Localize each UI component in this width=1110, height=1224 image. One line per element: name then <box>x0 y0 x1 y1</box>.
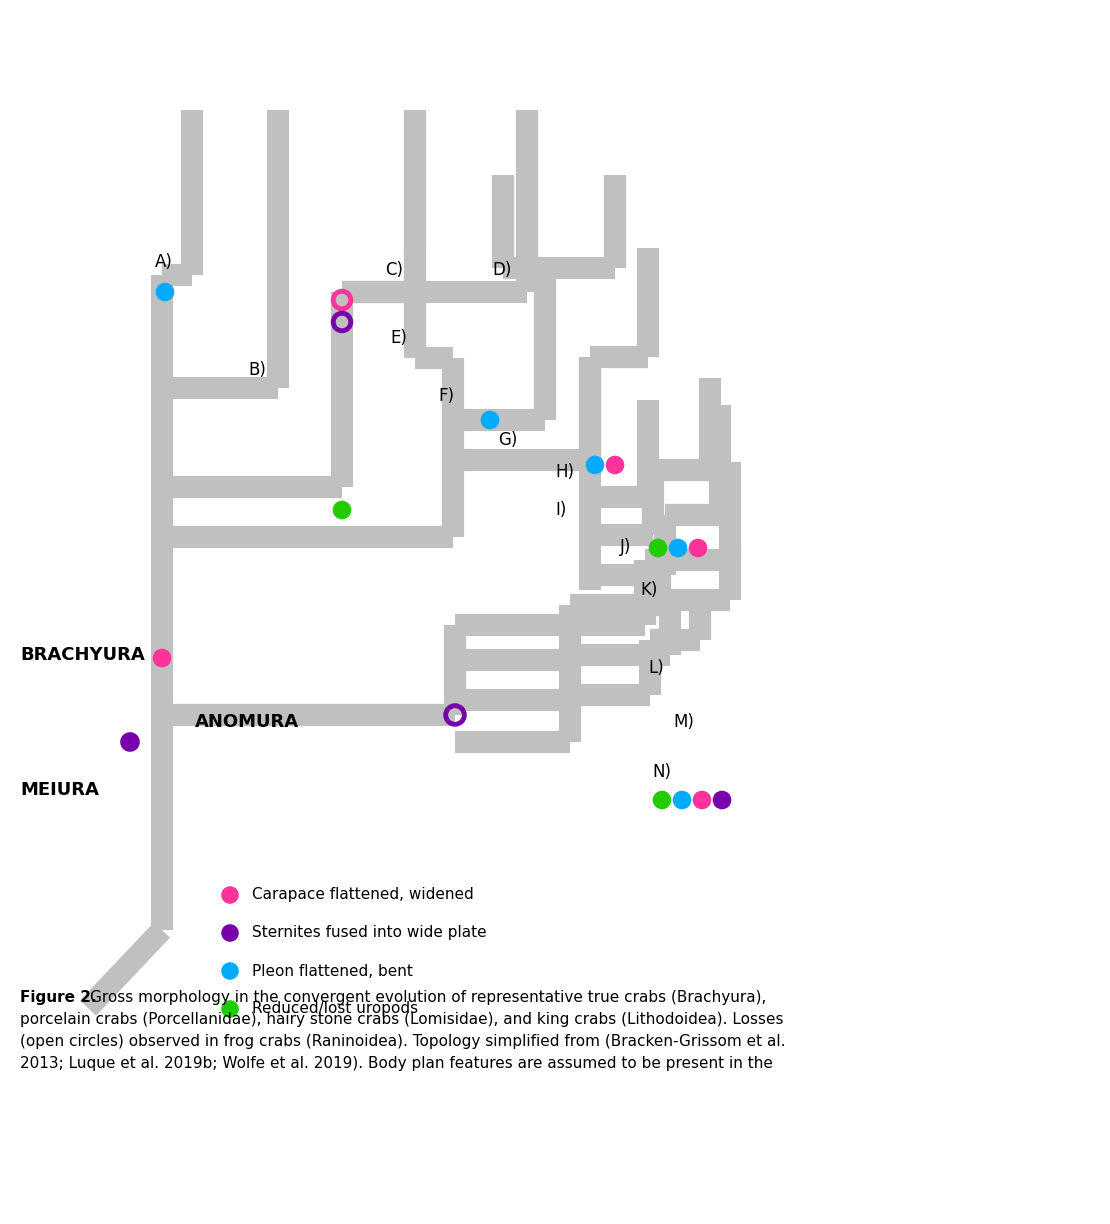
Text: Figure 2.: Figure 2. <box>20 990 97 1005</box>
Text: N): N) <box>652 763 672 781</box>
Text: E): E) <box>390 329 407 346</box>
Text: A): A) <box>155 253 173 271</box>
Text: Carapace flattened, widened: Carapace flattened, widened <box>252 887 474 902</box>
Point <box>653 791 670 810</box>
Point <box>606 455 624 475</box>
Text: Reduced/lost uropods: Reduced/lost uropods <box>252 1001 418 1016</box>
Text: F): F) <box>438 387 454 405</box>
Text: B): B) <box>248 361 266 379</box>
Text: Sternites fused into wide plate: Sternites fused into wide plate <box>252 925 486 940</box>
Point <box>333 501 351 520</box>
Point <box>221 885 239 905</box>
Text: I): I) <box>555 501 566 519</box>
Point <box>713 791 730 810</box>
Point <box>221 923 239 942</box>
Point <box>649 539 667 558</box>
Point <box>446 705 464 725</box>
Text: G): G) <box>498 431 517 449</box>
Point <box>693 791 710 810</box>
Text: BRACHYURA: BRACHYURA <box>20 646 144 663</box>
Point <box>153 649 171 668</box>
Text: L): L) <box>648 659 664 677</box>
Text: C): C) <box>385 261 403 279</box>
Point <box>333 290 351 310</box>
Text: porcelain crabs (Porcellanidae), hairy stone crabs (Lomisidae), and king crabs (: porcelain crabs (Porcellanidae), hairy s… <box>20 1012 784 1027</box>
Point <box>586 455 604 475</box>
Point <box>333 312 351 332</box>
Text: M): M) <box>673 714 694 731</box>
Point <box>669 539 687 558</box>
Text: H): H) <box>555 463 574 481</box>
Text: ANOMURA: ANOMURA <box>195 714 299 731</box>
Point <box>481 410 498 430</box>
Text: (open circles) observed in frog crabs (Raninoidea). Topology simplified from (Br: (open circles) observed in frog crabs (R… <box>20 1034 786 1049</box>
Point <box>157 283 174 302</box>
Point <box>121 732 139 752</box>
Point <box>689 539 707 558</box>
Text: Pleon flattened, bent: Pleon flattened, bent <box>252 963 413 978</box>
Text: MEIURA: MEIURA <box>20 781 99 799</box>
Text: D): D) <box>492 261 512 279</box>
Point <box>221 961 239 980</box>
Text: 2013; Luque et al. 2019b; Wolfe et al. 2019). Body plan features are assumed to : 2013; Luque et al. 2019b; Wolfe et al. 2… <box>20 1056 773 1071</box>
Point <box>221 999 239 1018</box>
Point <box>673 791 690 810</box>
Text: K): K) <box>640 581 657 599</box>
Text: J): J) <box>620 539 632 556</box>
Text: Gross morphology in the convergent evolution of representative true crabs (Brach: Gross morphology in the convergent evolu… <box>90 990 766 1005</box>
